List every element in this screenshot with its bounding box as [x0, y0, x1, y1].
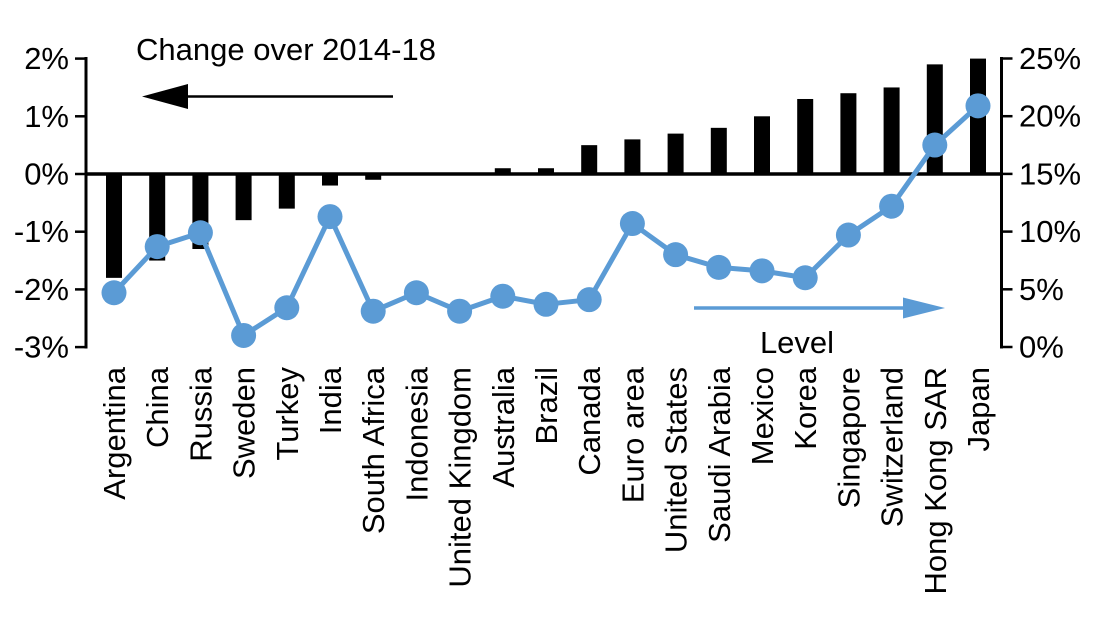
bar-brazil — [538, 168, 554, 174]
x-label-sweden: Sweden — [227, 367, 262, 479]
level-marker-india — [317, 204, 343, 230]
right-axis-tick-label: 10% — [1019, 214, 1081, 249]
level-marker-sweden — [231, 322, 257, 348]
right-axis-tick-label: 15% — [1019, 156, 1081, 191]
level-marker-argentina — [101, 280, 127, 306]
bar-australia — [494, 168, 511, 174]
left-axis-tick-label: 2% — [24, 41, 69, 76]
level-marker-indonesia — [403, 280, 429, 306]
x-label-china: China — [140, 366, 175, 448]
level-marker-china — [144, 234, 170, 260]
level-arrow-right-head — [903, 297, 945, 319]
right-axis-tick-label: 0% — [1019, 330, 1064, 365]
level-marker-switzerland — [879, 193, 905, 219]
left-axis-tick-label: -2% — [14, 272, 69, 307]
level-marker-united-states — [663, 242, 689, 268]
line-series-annotation: Level — [759, 325, 835, 360]
bar-euro-area — [624, 139, 641, 174]
level-marker-australia — [490, 283, 516, 309]
bar-argentina — [106, 174, 122, 278]
change-arrow-left-head — [142, 84, 188, 109]
x-label-brazil: Brazil — [529, 367, 564, 445]
bar-mexico — [754, 116, 770, 174]
x-label-singapore: Singapore — [831, 367, 866, 508]
x-label-hong-kong-sar: Hong Kong SAR — [918, 367, 953, 594]
x-label-india: India — [313, 366, 348, 434]
x-label-united-states: United States — [659, 367, 694, 553]
level-marker-euro-area — [619, 211, 645, 237]
level-marker-turkey — [274, 295, 300, 321]
level-marker-brazil — [533, 291, 559, 317]
bar-sweden — [235, 174, 252, 221]
right-axis-tick-label: 20% — [1019, 99, 1081, 134]
left-axis-tick-label: 1% — [24, 99, 69, 134]
bar-hong-kong-sar — [926, 64, 943, 174]
x-label-united-kingdom: United Kingdom — [443, 367, 478, 588]
level-marker-saudi-arabia — [706, 254, 732, 280]
bar-series-annotation: Change over 2014-18 — [136, 32, 436, 67]
bar-singapore — [840, 93, 857, 174]
x-label-japan: Japan — [961, 367, 996, 451]
right-axis-tick-label: 25% — [1019, 41, 1081, 76]
x-label-turkey: Turkey — [270, 367, 305, 461]
x-label-saudi-arabia: Saudi Arabia — [702, 366, 737, 543]
bar-canada — [581, 145, 598, 174]
level-marker-hong-kong-sar — [922, 132, 948, 158]
level-marker-canada — [576, 287, 602, 313]
bar-south-africa — [365, 174, 382, 180]
level-marker-united-kingdom — [447, 298, 473, 324]
level-marker-mexico — [749, 258, 775, 284]
x-label-argentina: Argentina — [97, 366, 132, 499]
level-marker-korea — [792, 265, 818, 291]
left-axis-tick-label: -1% — [14, 214, 69, 249]
bar-india — [322, 174, 338, 186]
x-label-korea: Korea — [788, 366, 823, 449]
bar-united-states — [667, 133, 684, 174]
x-label-switzerland: Switzerland — [875, 367, 910, 527]
level-marker-japan — [965, 93, 991, 119]
x-label-russia: Russia — [183, 366, 218, 462]
bar-saudi-arabia — [710, 127, 727, 174]
bar-switzerland — [883, 87, 900, 174]
level-marker-singapore — [835, 222, 861, 248]
x-label-canada: Canada — [572, 366, 607, 475]
level-marker-south-africa — [360, 298, 386, 324]
bar-turkey — [278, 174, 295, 209]
bar-korea — [797, 98, 814, 174]
left-axis-tick-label: -3% — [14, 330, 69, 365]
level-marker-russia — [187, 220, 213, 246]
x-label-south-africa: South Africa — [356, 366, 391, 534]
x-label-australia: Australia — [486, 366, 521, 487]
left-axis-tick-label: 0% — [24, 157, 69, 192]
right-axis-tick-label: 5% — [1019, 272, 1064, 307]
x-label-indonesia: Indonesia — [399, 366, 434, 501]
x-label-euro-area: Euro area — [615, 366, 650, 503]
x-label-mexico: Mexico — [745, 367, 780, 465]
